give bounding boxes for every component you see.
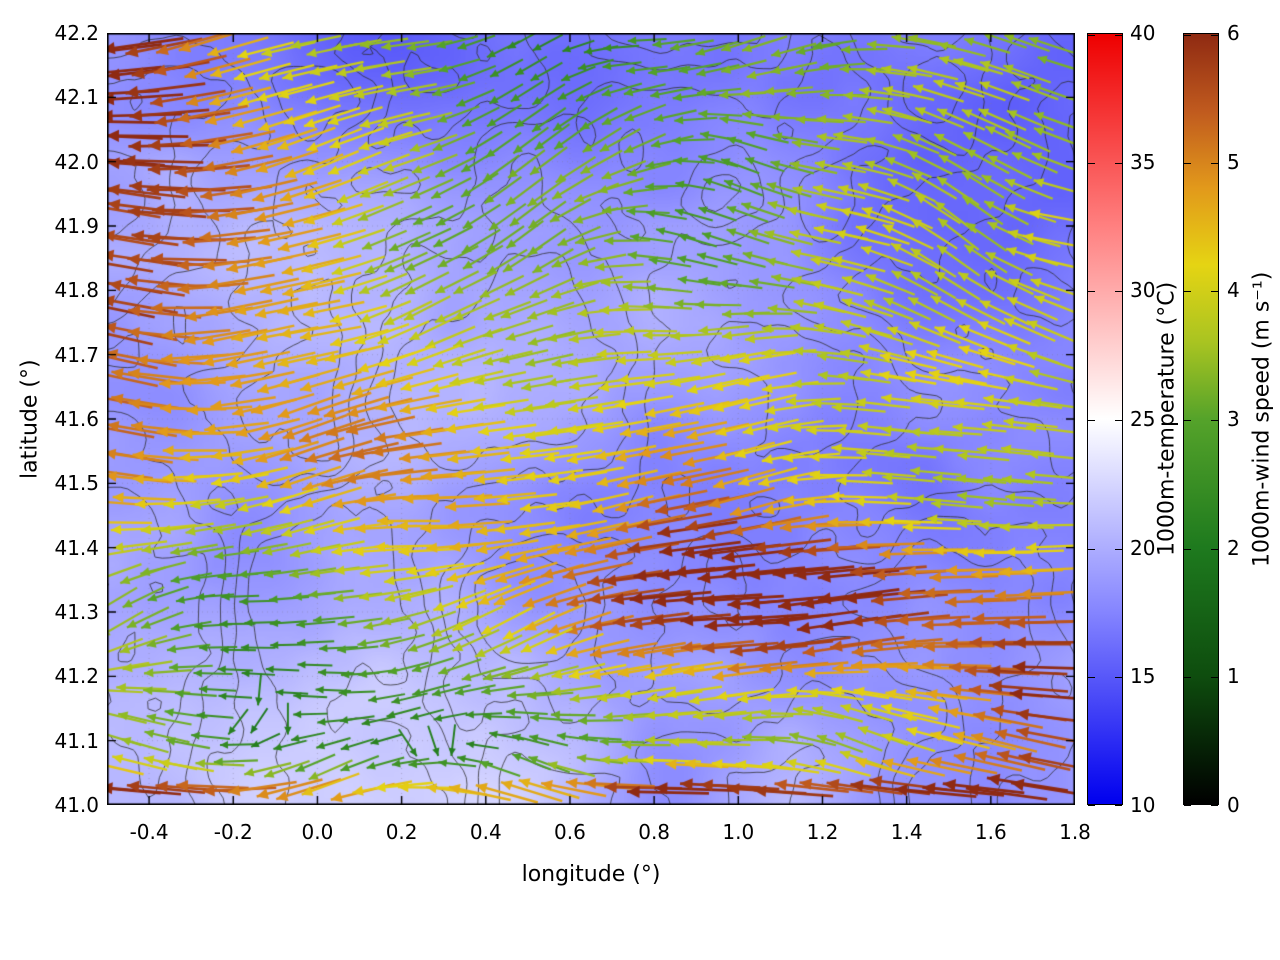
x-tick-label: 0.0: [301, 820, 334, 844]
colorbar-tick-mark: [1088, 805, 1095, 806]
x-tick-label: 1.2: [806, 820, 839, 844]
colorbar-tick-label: 1: [1227, 664, 1240, 689]
colorbar-tick-label: 2: [1227, 535, 1240, 560]
colorbar-tick-mark: [1184, 677, 1191, 679]
colorbar-tick-mark: [1088, 677, 1095, 679]
colorbar-tick-mark: [1115, 677, 1122, 679]
colorbar-tick-label: 35: [1130, 149, 1156, 174]
x-tick-label: -0.2: [213, 820, 253, 844]
colorbar-tick-mark: [1211, 34, 1218, 36]
wind-colorbar: [1183, 33, 1219, 806]
colorbar-tick-mark: [1184, 805, 1191, 806]
y-tick-label: 41.6: [54, 407, 99, 431]
x-tick-label: 1.0: [722, 820, 755, 844]
x-axis-tick-labels: -0.4 -0.2 0.0 0.2 0.4 0.6 0.8 1.0 1.2 1.4 1.6 1.8: [0, 820, 1280, 848]
temperature-colorbar: [1087, 33, 1123, 806]
y-tick-label: 42.0: [54, 149, 99, 174]
x-tick-label: 1.8: [1059, 820, 1091, 844]
y-tick-label: 41.1: [54, 728, 99, 753]
colorbar-tick-mark: [1184, 548, 1191, 550]
colorbar-tick-label: 10: [1130, 793, 1156, 817]
y-tick-label: 41.5: [54, 471, 99, 496]
colorbar-tick-mark: [1211, 677, 1218, 679]
y-tick-label: 42.2: [54, 21, 99, 45]
colorbar-tick-label: 15: [1130, 664, 1156, 689]
colorbar-tick-mark: [1211, 162, 1218, 164]
colorbar-tick-mark: [1115, 420, 1122, 421]
x-tick-label: 0.6: [554, 820, 586, 844]
colorbar-tick-mark: [1088, 291, 1095, 293]
x-tick-label: -0.4: [129, 820, 169, 844]
y-tick-label: 42.1: [54, 85, 99, 110]
temperature-colorbar-title: 1000m-temperature (°C): [1154, 281, 1180, 557]
colorbar-tick-mark: [1211, 548, 1218, 550]
colorbar-tick-label: 25: [1130, 407, 1156, 431]
colorbar-tick-mark: [1211, 420, 1218, 421]
colorbar-tick-mark: [1184, 34, 1191, 36]
x-tick-label: 1.4: [890, 820, 923, 844]
colorbar-tick-label: 5: [1227, 149, 1240, 174]
colorbar-tick-mark: [1115, 805, 1122, 806]
y-tick-label: 41.8: [54, 278, 99, 303]
y-tick-label: 41.9: [54, 214, 99, 238]
wind-colorbar-title: 1000m-wind speed (m s⁻¹): [1249, 271, 1275, 567]
y-tick-label: 41.3: [54, 600, 99, 624]
colorbar-tick-mark: [1115, 162, 1122, 164]
colorbar-tick-mark: [1115, 548, 1122, 550]
y-tick-label: 41.4: [54, 535, 99, 560]
colorbar-tick-mark: [1088, 162, 1095, 164]
x-axis-title: longitude (°): [521, 862, 661, 887]
colorbar-tick-label: 30: [1130, 278, 1156, 303]
colorbar-tick-mark: [1211, 805, 1218, 806]
colorbar-tick-mark: [1211, 291, 1218, 293]
y-axis-tick-labels: 41.0 41.1 41.2 41.3 41.4 41.5 41.6 41.7 41.8 41.9…: [0, 0, 99, 960]
colorbar-tick-mark: [1088, 420, 1095, 421]
colorbar-tick-mark: [1088, 548, 1095, 550]
y-tick-label: 41.7: [54, 342, 99, 367]
y-tick-label: 41.2: [54, 664, 99, 689]
x-tick-label: 0.2: [385, 820, 418, 844]
colorbar-tick-mark: [1184, 420, 1191, 421]
y-tick-label: 41.0: [54, 793, 99, 817]
x-tick-label: 1.6: [974, 820, 1007, 844]
colorbar-tick-mark: [1115, 291, 1122, 293]
colorbar-tick-label: 4: [1227, 278, 1240, 303]
colorbar-tick-label: 0: [1227, 793, 1240, 817]
colorbar-tick-label: 6: [1227, 21, 1240, 45]
colorbar-tick-label: 20: [1130, 535, 1156, 560]
colorbar-tick-label: 40: [1130, 21, 1156, 45]
colorbar-tick-label: 3: [1227, 407, 1240, 431]
temperature-colorbar-ticks: 40 35 30 25 20 15 10: [1130, 21, 1176, 817]
x-tick-label: 0.4: [469, 820, 502, 844]
colorbar-tick-mark: [1115, 34, 1122, 36]
wind-colorbar-ticks: 6 5 4 3 2 1 0: [1227, 21, 1247, 817]
map-plot-canvas: [107, 33, 1075, 805]
colorbar-tick-mark: [1088, 34, 1095, 36]
colorbar-tick-mark: [1184, 291, 1191, 293]
colorbar-tick-mark: [1184, 162, 1191, 164]
x-tick-label: 0.8: [638, 820, 671, 844]
